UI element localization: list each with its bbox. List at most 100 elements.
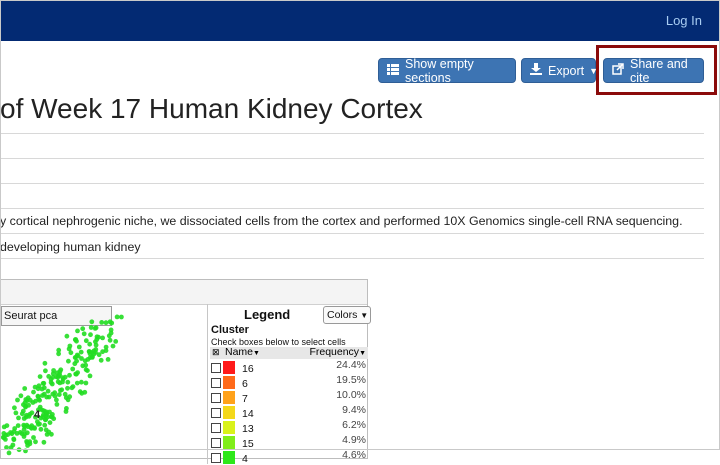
cell-point[interactable] bbox=[81, 331, 87, 337]
legend-checkbox[interactable] bbox=[211, 378, 221, 388]
cell-point[interactable] bbox=[83, 380, 89, 386]
cell-point[interactable] bbox=[80, 326, 86, 332]
cell-point[interactable] bbox=[88, 325, 94, 330]
cell-point[interactable] bbox=[31, 389, 36, 395]
cell-point[interactable] bbox=[99, 320, 105, 325]
cell-point[interactable] bbox=[85, 357, 91, 362]
cell-point[interactable] bbox=[56, 347, 62, 353]
cell-point[interactable] bbox=[17, 430, 23, 435]
cell-point[interactable] bbox=[35, 394, 41, 399]
cell-point[interactable] bbox=[10, 442, 16, 448]
legend-row[interactable]: 16 24.4% bbox=[210, 359, 368, 375]
cell-point[interactable] bbox=[57, 372, 62, 377]
cell-point[interactable] bbox=[9, 431, 15, 437]
cell-point[interactable] bbox=[65, 385, 70, 391]
cell-point[interactable] bbox=[65, 379, 71, 385]
cell-point[interactable] bbox=[103, 344, 109, 350]
cell-point[interactable] bbox=[56, 351, 61, 357]
cell-point[interactable] bbox=[22, 424, 27, 429]
cell-point[interactable] bbox=[92, 326, 98, 331]
cell-point[interactable] bbox=[41, 408, 47, 414]
cell-point[interactable] bbox=[4, 445, 9, 450]
color-swatch[interactable] bbox=[223, 391, 235, 404]
legend-row[interactable]: 14 9.4% bbox=[210, 404, 368, 420]
cell-point[interactable] bbox=[64, 333, 70, 339]
cell-point[interactable] bbox=[79, 356, 84, 361]
cell-point[interactable] bbox=[33, 414, 38, 420]
cell-point[interactable] bbox=[74, 338, 79, 344]
cell-point[interactable] bbox=[64, 406, 69, 411]
cell-point[interactable] bbox=[74, 358, 79, 364]
cell-point[interactable] bbox=[42, 422, 48, 428]
cell-point[interactable] bbox=[66, 358, 71, 364]
cell-point[interactable] bbox=[35, 386, 41, 392]
cell-point[interactable] bbox=[60, 379, 65, 385]
cell-point[interactable] bbox=[38, 426, 44, 432]
cell-point[interactable] bbox=[50, 412, 55, 417]
cell-point[interactable] bbox=[38, 406, 43, 412]
cell-point[interactable] bbox=[47, 420, 53, 425]
cell-point[interactable] bbox=[87, 341, 93, 347]
color-swatch[interactable] bbox=[223, 451, 235, 464]
scatter-plot[interactable]: 4 bbox=[1, 304, 206, 456]
legend-checkbox[interactable] bbox=[211, 408, 221, 418]
cell-point[interactable] bbox=[49, 381, 55, 387]
legend-row[interactable]: 15 4.9% bbox=[210, 434, 368, 450]
select-all-icon[interactable]: ⊠ bbox=[212, 347, 220, 357]
cell-point[interactable] bbox=[79, 379, 84, 385]
cell-point[interactable] bbox=[83, 362, 89, 368]
cell-point[interactable] bbox=[32, 425, 37, 430]
show-empty-sections-button[interactable]: Show empty sections bbox=[378, 57, 516, 85]
cell-point[interactable] bbox=[113, 339, 119, 344]
cell-point[interactable] bbox=[21, 416, 27, 421]
cell-point[interactable] bbox=[16, 415, 21, 421]
cell-point[interactable] bbox=[107, 337, 113, 343]
cell-point[interactable] bbox=[41, 439, 47, 445]
legend-checkbox[interactable] bbox=[211, 453, 221, 463]
cell-point[interactable] bbox=[23, 397, 29, 402]
cell-point[interactable] bbox=[24, 439, 29, 444]
cell-point[interactable] bbox=[98, 357, 104, 363]
cell-point[interactable] bbox=[19, 411, 25, 417]
projection-select[interactable]: Seurat pca bbox=[1, 306, 112, 326]
cell-point[interactable] bbox=[12, 405, 17, 411]
cell-point[interactable] bbox=[79, 390, 85, 396]
cell-point[interactable] bbox=[22, 386, 28, 391]
cell-point[interactable] bbox=[23, 404, 28, 410]
legend-checkbox[interactable] bbox=[211, 363, 221, 373]
cell-point[interactable] bbox=[24, 430, 30, 436]
cell-point[interactable] bbox=[50, 371, 56, 376]
cell-point[interactable] bbox=[75, 353, 81, 359]
cell-point[interactable] bbox=[68, 350, 74, 356]
sort-by-frequency[interactable]: Frequency▼ bbox=[309, 346, 366, 358]
cell-point[interactable] bbox=[15, 423, 21, 428]
cell-point[interactable] bbox=[60, 375, 66, 381]
login-link[interactable]: Log In bbox=[665, 13, 702, 28]
cell-point[interactable] bbox=[56, 392, 62, 397]
cell-point[interactable] bbox=[37, 421, 42, 427]
cell-point[interactable] bbox=[11, 436, 17, 442]
cell-point[interactable] bbox=[67, 372, 72, 378]
cell-point[interactable] bbox=[31, 435, 36, 440]
cell-point[interactable] bbox=[4, 423, 10, 428]
cell-point[interactable] bbox=[45, 388, 51, 394]
cell-point[interactable] bbox=[74, 380, 80, 386]
cell-point[interactable] bbox=[96, 334, 101, 340]
cell-point[interactable] bbox=[103, 348, 109, 353]
cell-point[interactable] bbox=[119, 314, 124, 320]
legend-row[interactable]: 7 10.0% bbox=[210, 389, 368, 405]
cell-point[interactable] bbox=[40, 393, 45, 398]
cell-point[interactable] bbox=[70, 366, 76, 372]
cell-point[interactable] bbox=[13, 410, 19, 416]
cell-point[interactable] bbox=[37, 374, 43, 379]
cell-point[interactable] bbox=[83, 367, 89, 373]
sort-by-name[interactable]: Name▼ bbox=[225, 346, 260, 358]
cell-point[interactable] bbox=[18, 393, 24, 399]
cell-point[interactable] bbox=[75, 328, 80, 334]
color-swatch[interactable] bbox=[223, 361, 235, 374]
cell-point[interactable] bbox=[46, 429, 52, 435]
legend-checkbox[interactable] bbox=[211, 423, 221, 433]
cell-point[interactable] bbox=[76, 344, 82, 350]
cell-point[interactable] bbox=[6, 450, 12, 456]
color-swatch[interactable] bbox=[223, 376, 235, 389]
